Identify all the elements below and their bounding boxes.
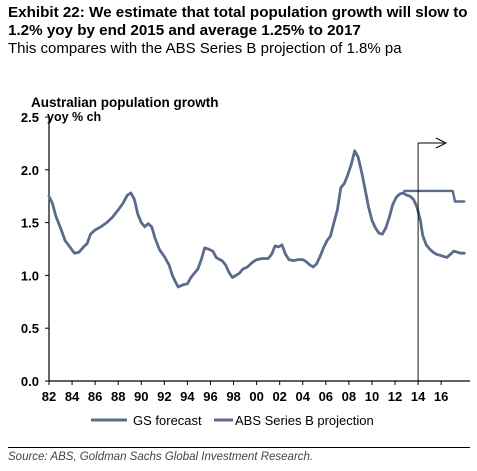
x-tick-label: 16 (434, 389, 448, 404)
x-tick-label: 08 (342, 389, 356, 404)
y-tick-label: 1.5 (21, 216, 39, 231)
x-tick-label: 04 (296, 389, 311, 404)
x-tick-label: 10 (365, 389, 379, 404)
chart-legend: GS forecast ABS Series B projection (91, 413, 374, 428)
x-tick-label: 96 (203, 389, 217, 404)
series-line-abs-series-b-projection (403, 189, 466, 203)
chart-axes (48, 117, 470, 382)
forecast-arrow-head (435, 137, 448, 149)
x-tick-label: 00 (249, 389, 263, 404)
source-note: Source: ABS, Goldman Sachs Global Invest… (8, 451, 314, 463)
y-tick-label: 0.0 (21, 374, 39, 389)
series-line-gs-forecast (47, 149, 466, 289)
y-tick-label: 2.5 (21, 110, 39, 125)
series-layer (47, 149, 466, 289)
x-tick-label: 82 (42, 389, 56, 404)
legend-label: ABS Series B projection (235, 413, 374, 428)
x-axis-ticks: 82 84 86 88 90 92 94 96 98 00 02 04 06 08 10 12 14 16 (42, 381, 448, 404)
legend-label: GS forecast (133, 413, 202, 428)
x-tick-label: 86 (88, 389, 102, 404)
chart-header: Exhibit 22: We estimate that total popul… (8, 4, 470, 58)
y-tick-label: 0.5 (21, 321, 39, 336)
x-tick-label: 94 (180, 389, 195, 404)
y-axis-label: yoy % ch (47, 110, 101, 124)
exhibit-subtitle: This compares with the ABS Series B proj… (8, 40, 402, 57)
y-tick-label: 1.0 (21, 268, 39, 283)
x-tick-label: 98 (226, 389, 240, 404)
y-axis-ticks: 0.0 0.5 1.0 1.5 2.0 2.5 (21, 110, 49, 389)
x-tick-label: 14 (411, 389, 426, 404)
chart-title: Australian population growth (31, 95, 219, 110)
x-tick-label: 02 (272, 389, 286, 404)
x-tick-label: 92 (157, 389, 171, 404)
x-tick-label: 84 (65, 389, 80, 404)
population-growth-chart: Australian population growth yoy % ch 0.… (21, 95, 470, 428)
x-tick-label: 06 (319, 389, 333, 404)
footer-divider (8, 447, 470, 448)
forecast-marker (417, 137, 448, 381)
x-tick-label: 90 (134, 389, 148, 404)
y-tick-label: 2.0 (21, 163, 39, 178)
x-tick-label: 12 (388, 389, 402, 404)
x-tick-label: 88 (111, 389, 125, 404)
exhibit-title: Exhibit 22: We estimate that total popul… (8, 4, 468, 39)
